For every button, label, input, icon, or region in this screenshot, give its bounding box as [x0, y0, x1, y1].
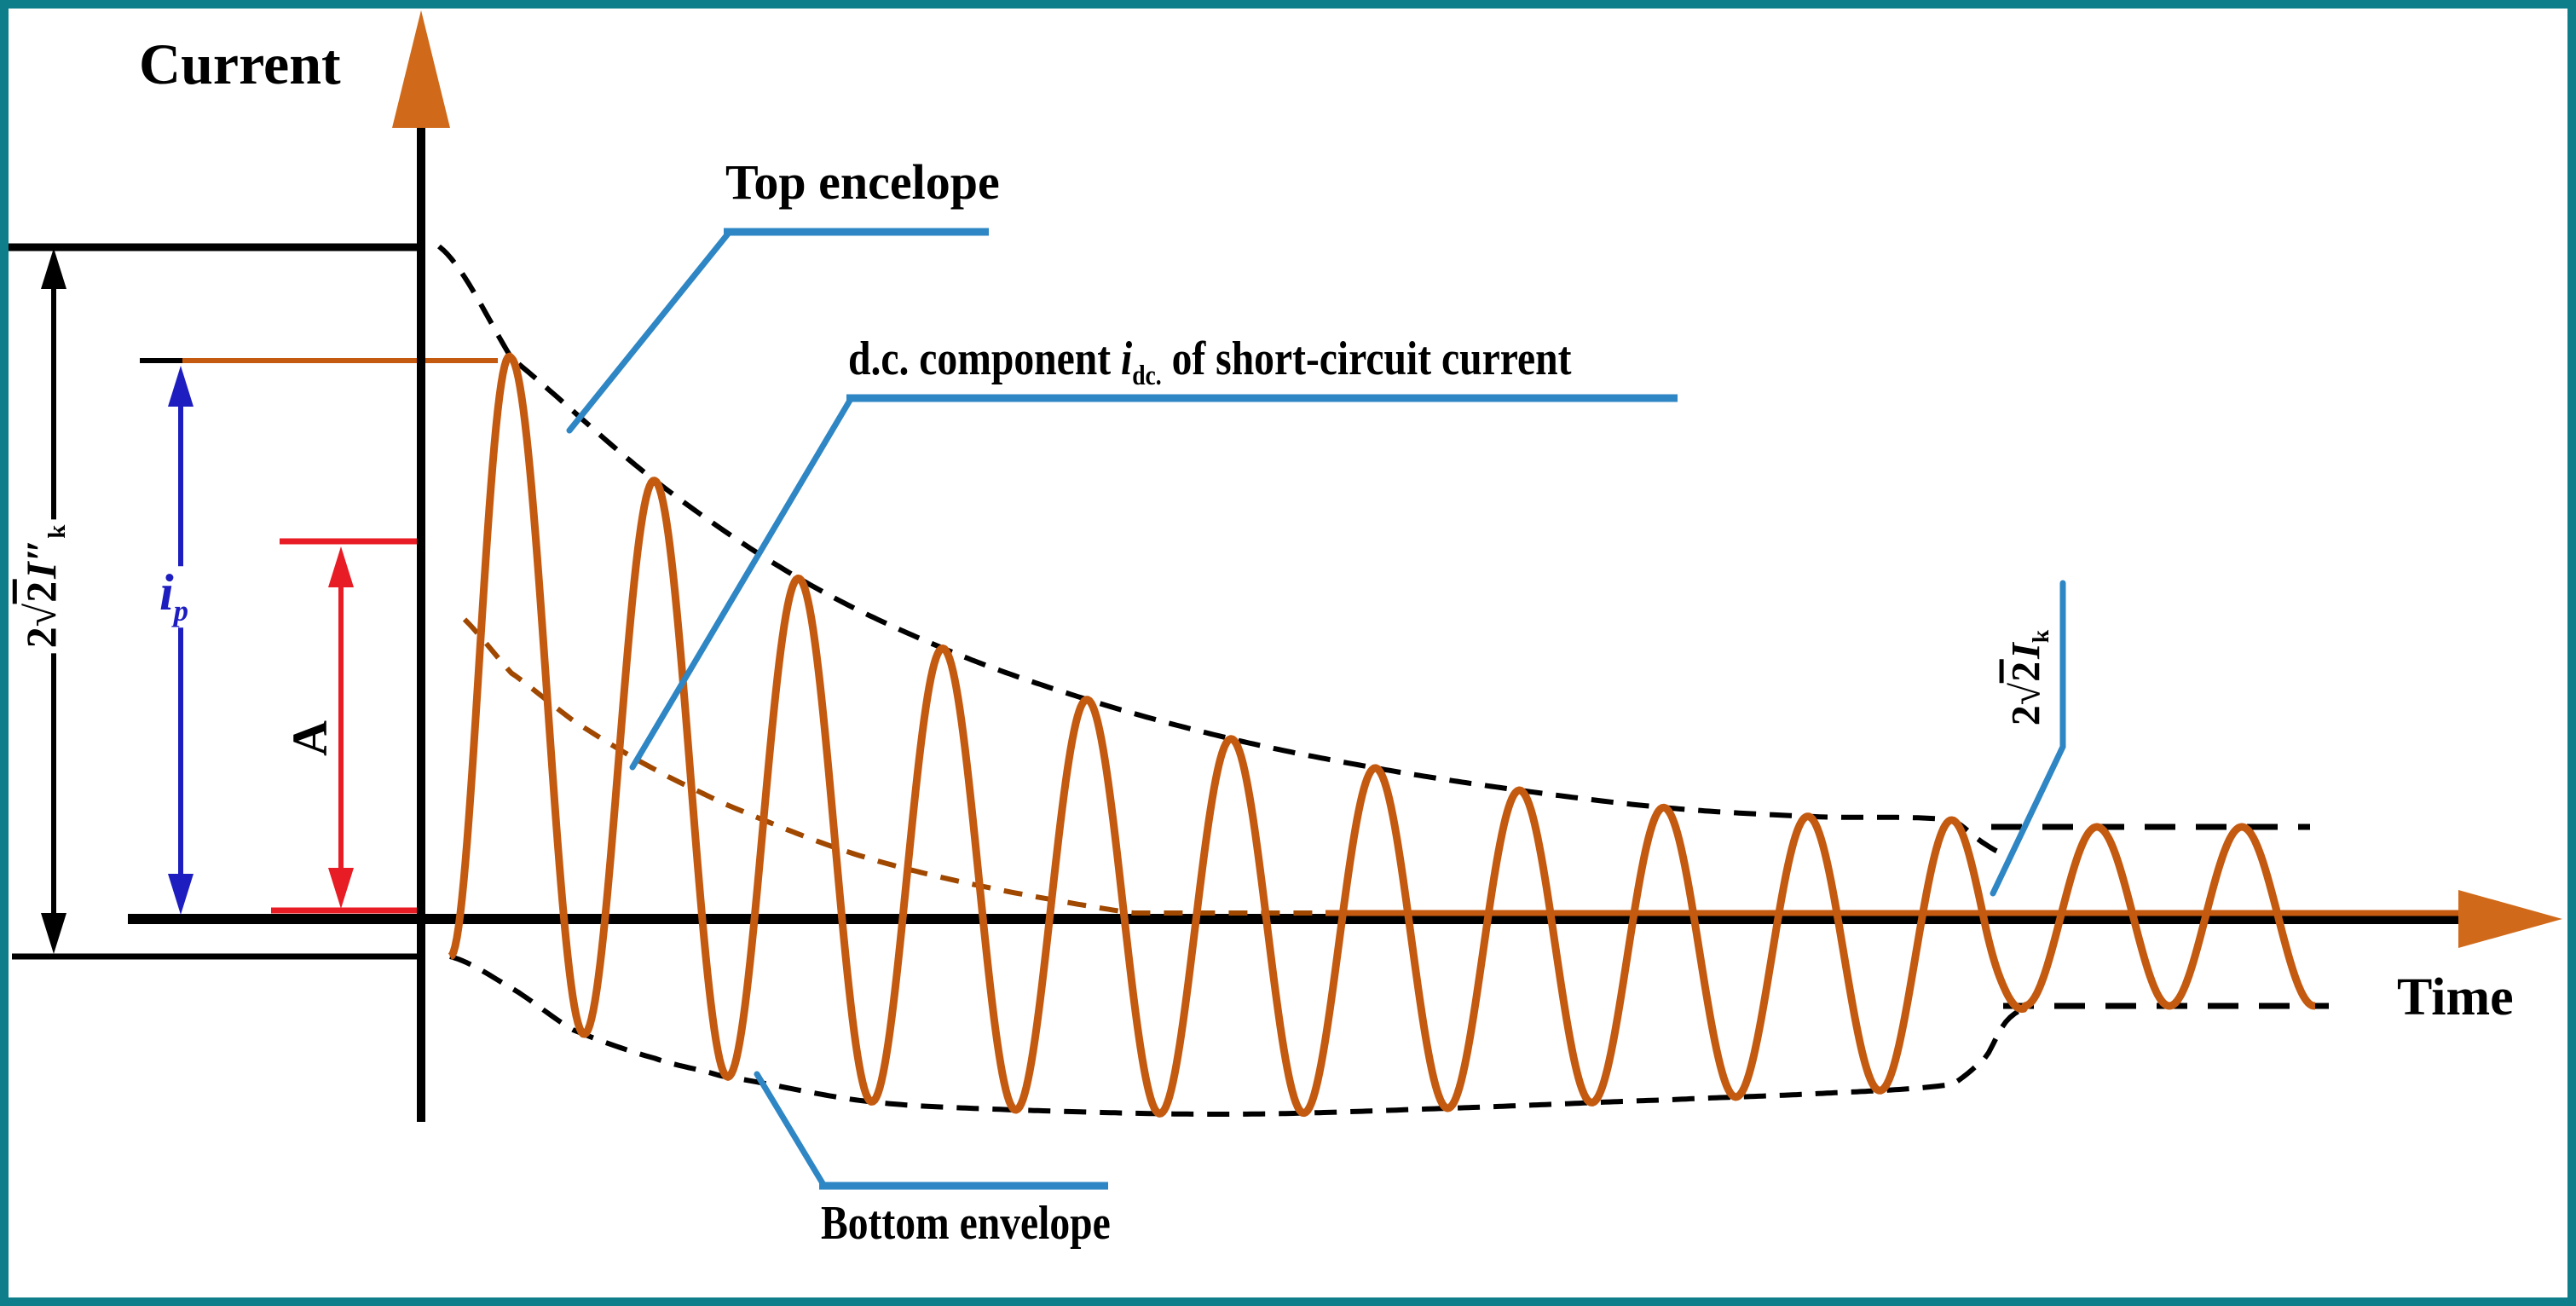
peak-measure-radicand: 2 [12, 578, 65, 604]
initial-peak-measure-label: 2√2I″k [12, 519, 71, 654]
peak-current-ip-label: ip [152, 564, 196, 628]
steady-measure-subscript: k [2028, 629, 2055, 644]
bottom-envelope-label: Bottom envelope [821, 1197, 1111, 1250]
peak-measure-symbol: I [16, 562, 65, 579]
peak-measure-coefficient: 2√ [16, 603, 65, 649]
dc-label-symbol: i [1120, 332, 1133, 385]
dc-component-curve [462, 617, 1326, 916]
y-axis-arrowhead-icon [392, 10, 450, 128]
dc-label-subscript: dc. [1132, 361, 1162, 392]
steady-measure-coefficient: 2√ [2003, 682, 2049, 726]
top-envelope-leader-line [566, 229, 732, 434]
dc-leader-line [629, 396, 854, 771]
top-envelope-label: Top encelope [725, 154, 1000, 210]
short-circuit-current-waveform [448, 352, 2318, 1118]
peak-measure-prime: ″ [16, 538, 65, 563]
a-measure-arrow-down-arrowhead [328, 868, 354, 909]
dc-label-suffix: of short-circuit current [1161, 332, 1572, 385]
ip-symbol: i [159, 564, 174, 621]
dc-label-prefix: d.c. component [848, 332, 1121, 385]
y-axis-title: Current [139, 32, 341, 96]
a-measure-arrow-up-arrowhead [328, 546, 354, 587]
ip-measure-arrow-up-arrowhead [168, 366, 193, 407]
steady-state-measure-label: 2√2Ik [1999, 629, 2055, 726]
dc-component-label: d.c. component idc. of short-circuit cur… [848, 332, 1572, 392]
bottom-envelope-curve [449, 954, 2024, 1117]
top-envelope-curve [437, 244, 2013, 858]
x-axis-arrowhead-icon [2458, 890, 2562, 948]
bottom-envelope-leader-line [754, 1071, 826, 1187]
ip-subscript: p [173, 594, 189, 628]
amplitude-a-label: A [281, 720, 338, 756]
ip-measure-arrow-down-arrowhead [168, 874, 193, 915]
steady-measure-symbol: I [2003, 643, 2049, 659]
peak-measure-subscript: k [43, 524, 71, 539]
peak-measure-arrow-up-arrowhead [41, 248, 66, 289]
peak-measure-arrow-down-arrowhead [41, 913, 66, 954]
x-axis-title: Time [2397, 968, 2514, 1026]
steady-measure-radicand: 2 [1999, 658, 2049, 683]
steady-measure-leader-line [1990, 580, 2066, 897]
